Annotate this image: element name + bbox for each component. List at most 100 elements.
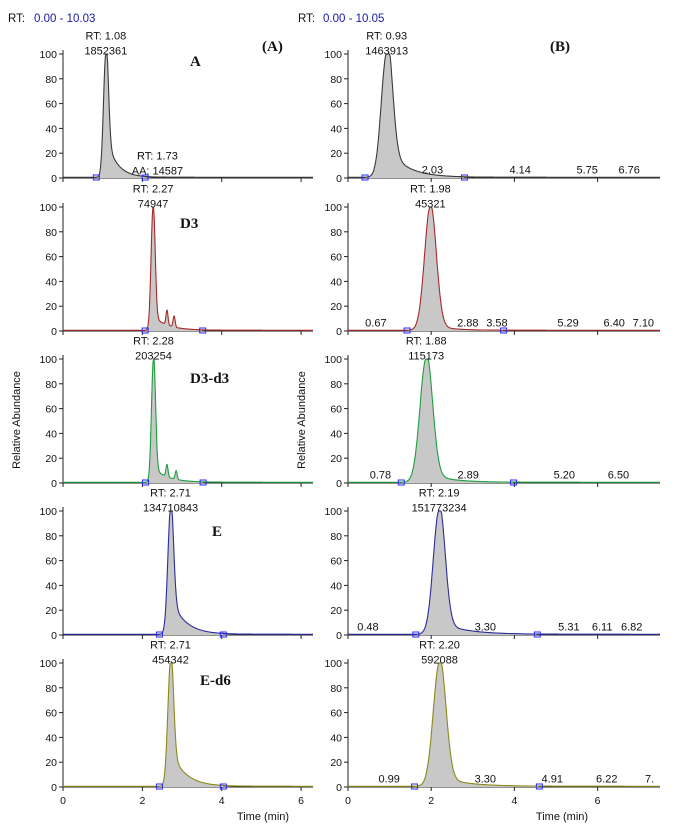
y-tick-label: 40 (330, 123, 342, 135)
peak-annotation: RT: 2.71 (150, 487, 191, 499)
peak-area-fill (414, 663, 539, 787)
integration-marker (199, 327, 207, 334)
y-tick-label: 80 (330, 683, 342, 695)
compound-label: D3-d3 (190, 371, 229, 387)
y-tick-label: 40 (45, 580, 57, 592)
x-axis-label-left: Time (min) (237, 811, 289, 823)
y-tick-label: 60 (45, 99, 57, 111)
x-tick-label: 4 (219, 795, 225, 807)
panel-label-a: (A) (262, 39, 283, 55)
left-rt-prefix: RT: (8, 13, 25, 25)
y-tick-label: 0 (336, 326, 342, 338)
peak-annotation: RT: 2.28 (133, 335, 174, 347)
y-tick-label: 0 (51, 173, 57, 185)
peak-annotation: 6.76 (619, 164, 640, 176)
y-tick-label: 40 (330, 732, 342, 744)
peak-annotation: 2.88 (457, 317, 478, 329)
signal-trace (348, 358, 660, 483)
y-axis-label-right: Relative Abundance (296, 371, 308, 469)
peak-annotation: RT: 1.98 (410, 183, 451, 195)
y-tick-label: 40 (330, 276, 342, 288)
compound-label: E (212, 524, 222, 540)
peak-annotation: 45321 (415, 198, 446, 210)
peak-annotation: 6.22 (596, 773, 617, 785)
integration-marker (411, 783, 419, 790)
x-tick-label: 2 (428, 795, 434, 807)
y-tick-label: 100 (324, 49, 342, 61)
y-tick-label: 80 (45, 227, 57, 239)
y-tick-label: 60 (45, 252, 57, 264)
peak-area-fill (416, 511, 537, 635)
peak-annotation: 3.30 (475, 621, 496, 633)
y-tick-label: 0 (51, 630, 57, 642)
y-tick-label: 100 (39, 658, 57, 670)
integration-marker (533, 631, 541, 638)
integration-marker (219, 783, 227, 790)
peak-area-fill (401, 359, 513, 483)
peak-annotation: 6.50 (608, 469, 629, 481)
y-tick-label: 40 (45, 428, 57, 440)
peak-annotation: 6.11 (592, 621, 613, 633)
integration-marker (535, 783, 543, 790)
y-tick-label: 100 (324, 658, 342, 670)
y-tick-label: 80 (45, 74, 57, 86)
peak-annotation: 203254 (135, 350, 172, 362)
signal-trace (348, 662, 660, 787)
peak-annotation: 74947 (138, 198, 169, 210)
peak-area-fill (365, 54, 464, 178)
integration-marker (142, 479, 150, 486)
peak-annotation: 6.40 (604, 317, 625, 329)
peak-annotation: RT: 1.88 (406, 335, 447, 347)
chromatogram-panel-A-1: 0 20 40 60 80 100 RT: 1.08 1852361 RT: 1.73 AA: 1… (39, 30, 313, 185)
y-tick-label: 0 (336, 478, 342, 490)
chromatogram-panel-A-4: 0 20 40 60 80 100 RT: 2.71 134710843 E (39, 487, 313, 642)
signal-trace (63, 206, 313, 331)
integration-marker (155, 783, 163, 790)
y-tick-label: 60 (330, 556, 342, 568)
chromatogram-panel-A-2: 0 20 40 60 80 100 RT: 2.27 74947 D3 (39, 183, 313, 338)
y-tick-label: 80 (330, 379, 342, 391)
y-tick-label: 60 (330, 252, 342, 264)
signal-trace (63, 357, 313, 483)
y-tick-label: 40 (45, 732, 57, 744)
peak-annotation: 5.29 (557, 317, 578, 329)
y-tick-label: 40 (45, 123, 57, 135)
integration-marker (412, 631, 420, 638)
peak-annotation: 0.48 (357, 621, 378, 633)
peak-area-fill (145, 207, 203, 331)
y-tick-label: 20 (330, 757, 342, 769)
peak-annotation: 592088 (421, 654, 458, 666)
peak-annotation: 5.20 (554, 469, 575, 481)
chromatogram-panel-B-3: 0 20 40 60 80 100 RT: 1.88 115173 0.78 2.89 5.20 6.… (324, 335, 660, 490)
peak-annotation: 1463913 (365, 45, 408, 57)
y-tick-label: 80 (330, 531, 342, 543)
integration-marker (510, 479, 518, 486)
peak-annotation: 7.10 (633, 317, 654, 329)
y-tick-label: 40 (45, 276, 57, 288)
peak-annotation: 4.91 (542, 773, 563, 785)
y-tick-label: 80 (330, 227, 342, 239)
y-tick-label: 40 (330, 428, 342, 440)
integration-marker (155, 631, 163, 638)
y-tick-label: 60 (330, 99, 342, 111)
chromatogram-panel-B-5: 0 20 40 60 80 100 0 2 4 6 RT: 2.20 592088 0.99 3.30 4.… (324, 639, 660, 807)
integration-marker (500, 327, 508, 334)
signal-trace (348, 206, 660, 331)
peak-area-fill (159, 663, 224, 787)
y-tick-label: 60 (45, 556, 57, 568)
x-axis-label-right: Time (min) (536, 811, 588, 823)
y-tick-label: 80 (330, 74, 342, 86)
integration-marker (219, 631, 227, 638)
y-tick-label: 0 (51, 782, 57, 794)
y-tick-label: 80 (45, 379, 57, 391)
compound-label: A (190, 54, 201, 70)
peak-annotation: RT: 2.71 (150, 639, 191, 651)
peak-annotation: 5.75 (576, 164, 597, 176)
compound-label: E-d6 (200, 673, 231, 689)
peak-annotation: 1852361 (84, 45, 127, 57)
y-tick-label: 0 (336, 782, 342, 794)
y-tick-label: 0 (336, 173, 342, 185)
panel-label-b: (B) (550, 39, 570, 55)
chromatogram-panel-A-5: 0 20 40 60 80 100 0 2 4 6 RT: 2.71 454342 E-d6 (39, 639, 313, 807)
